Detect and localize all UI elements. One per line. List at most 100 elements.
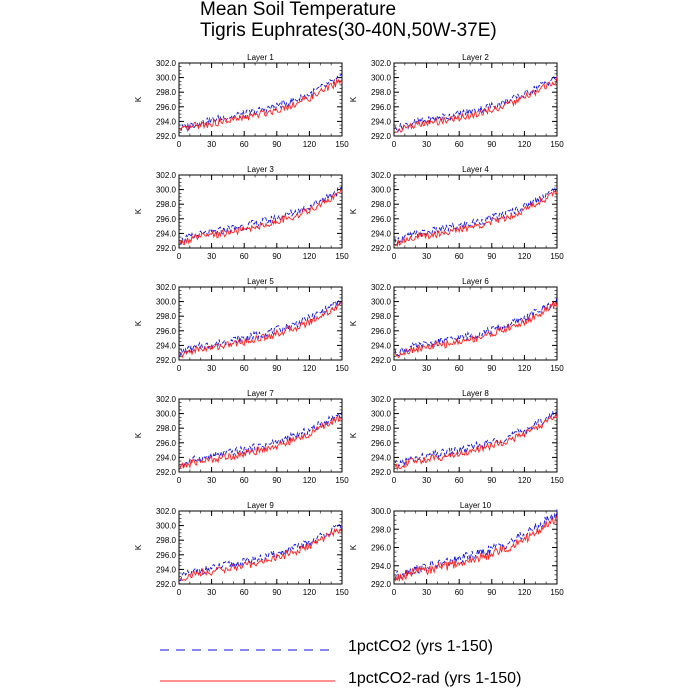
y-tick-label: 298.0 xyxy=(156,200,177,209)
x-tick-label: 90 xyxy=(487,252,496,261)
series-line-1pctco2-rad xyxy=(179,188,343,246)
y-axis-label: K xyxy=(349,96,358,102)
y-tick-label: 300.0 xyxy=(371,74,392,83)
y-tick-label: 302.0 xyxy=(156,395,177,404)
y-tick-label: 302.0 xyxy=(371,59,392,68)
panel-title: Layer 3 xyxy=(247,165,274,174)
y-tick-label: 294.0 xyxy=(156,117,177,126)
chart-title: Mean Soil Temperature xyxy=(200,0,397,20)
x-tick-label: 60 xyxy=(240,588,249,597)
x-tick-label: 60 xyxy=(455,252,464,261)
series-line-1pctco2-rad xyxy=(180,524,343,582)
x-tick-label: 90 xyxy=(487,476,496,485)
plot-frame xyxy=(178,174,343,249)
x-tick-label: 30 xyxy=(207,140,216,149)
x-tick-label: 120 xyxy=(518,588,532,597)
panel-title: Layer 7 xyxy=(247,389,274,398)
x-tick-label: 150 xyxy=(335,588,349,597)
panel-9: Layer 9 K 292.0 294.0 296.0 298.0 300.0 302.0 0 3… xyxy=(134,501,349,597)
y-tick-label: 300.0 xyxy=(371,298,392,307)
y-tick-label: 296.0 xyxy=(156,439,177,448)
y-axis-label: K xyxy=(349,320,358,326)
x-tick-label: 150 xyxy=(335,364,349,373)
panel-title: Layer 5 xyxy=(247,277,274,286)
y-tick-label: 298.0 xyxy=(371,525,392,534)
y-axis-label: K xyxy=(134,544,143,550)
y-tick-label: 298.0 xyxy=(371,424,392,433)
x-tick-label: 0 xyxy=(177,364,182,373)
y-axis-label: K xyxy=(134,96,143,102)
series-line-1pctco2-rad xyxy=(179,301,343,359)
x-tick-label: 150 xyxy=(550,252,564,261)
panel-title: Layer 6 xyxy=(462,277,489,286)
x-tick-label: 0 xyxy=(392,476,397,485)
y-tick-label: 298.0 xyxy=(156,312,177,321)
x-tick-label: 120 xyxy=(518,252,532,261)
x-tick-label: 120 xyxy=(303,588,317,597)
x-tick-label: 120 xyxy=(303,252,317,261)
series-line-1pctco2-rad xyxy=(179,78,343,133)
y-tick-label: 296.0 xyxy=(371,103,392,112)
y-tick-label: 294.0 xyxy=(156,229,177,238)
panel-title: Layer 2 xyxy=(462,53,489,62)
panel-title: Layer 9 xyxy=(247,501,274,510)
x-tick-label: 150 xyxy=(550,140,564,149)
x-tick-label: 90 xyxy=(272,140,281,149)
series-line-1pctco2 xyxy=(394,411,558,468)
series-line-1pctco2 xyxy=(394,187,558,245)
y-tick-label: 292.0 xyxy=(156,132,177,141)
y-tick-label: 292.0 xyxy=(371,580,392,589)
x-tick-label: 30 xyxy=(422,588,431,597)
y-axis-label: K xyxy=(134,432,143,438)
x-tick-label: 30 xyxy=(207,252,216,261)
y-tick-label: 294.0 xyxy=(156,341,177,350)
series-line-1pctco2-rad xyxy=(394,515,558,582)
series-line-1pctco2-rad xyxy=(179,415,343,469)
legend-label-1pctco2-rad: 1pctCO2-rad (yrs 1-150) xyxy=(348,670,522,687)
plot-frame xyxy=(393,398,558,473)
x-tick-label: 30 xyxy=(207,364,216,373)
series-line-1pctco2 xyxy=(179,72,343,131)
x-tick-label: 60 xyxy=(240,476,249,485)
y-tick-label: 300.0 xyxy=(371,507,392,516)
x-tick-label: 0 xyxy=(177,252,182,261)
y-tick-label: 298.0 xyxy=(156,536,177,545)
legend-label-1pctco2: 1pctCO2 (yrs 1-150) xyxy=(348,638,493,655)
y-tick-label: 298.0 xyxy=(156,88,177,97)
y-tick-label: 296.0 xyxy=(156,103,177,112)
x-tick-label: 120 xyxy=(518,476,532,485)
y-tick-label: 300.0 xyxy=(156,522,177,531)
y-tick-label: 302.0 xyxy=(371,283,392,292)
y-tick-label: 296.0 xyxy=(371,215,392,224)
y-tick-label: 298.0 xyxy=(371,312,392,321)
x-tick-label: 60 xyxy=(455,140,464,149)
plot-frame xyxy=(178,398,343,473)
y-tick-label: 302.0 xyxy=(156,59,177,68)
x-tick-label: 0 xyxy=(392,364,397,373)
x-tick-label: 150 xyxy=(335,140,349,149)
plot-frame xyxy=(393,62,558,137)
panel-title: Layer 1 xyxy=(247,53,274,62)
x-tick-label: 90 xyxy=(272,588,281,597)
x-tick-label: 150 xyxy=(335,252,349,261)
x-tick-label: 120 xyxy=(303,364,317,373)
series-line-1pctco2 xyxy=(394,75,558,133)
y-tick-label: 296.0 xyxy=(371,327,392,336)
x-tick-label: 0 xyxy=(177,588,182,597)
y-tick-label: 294.0 xyxy=(371,117,392,126)
x-tick-label: 120 xyxy=(303,140,317,149)
x-tick-label: 30 xyxy=(422,476,431,485)
y-axis-label: K xyxy=(134,208,143,214)
chart-subtitle: Tigris Euphrates(30-40N,50W-37E) xyxy=(200,20,497,41)
panel-2: Layer 2 K 292.0 294.0 296.0 298.0 300.0 302.0 0 3… xyxy=(349,53,564,149)
x-tick-label: 60 xyxy=(240,252,249,261)
y-tick-label: 300.0 xyxy=(371,186,392,195)
panel-4: Layer 4 K 292.0 294.0 296.0 298.0 300.0 302.0 0 3… xyxy=(349,165,564,261)
x-tick-label: 120 xyxy=(303,476,317,485)
x-tick-label: 30 xyxy=(422,364,431,373)
y-tick-label: 292.0 xyxy=(156,468,177,477)
y-tick-label: 302.0 xyxy=(371,395,392,404)
y-tick-label: 294.0 xyxy=(371,341,392,350)
y-tick-label: 296.0 xyxy=(156,327,177,336)
